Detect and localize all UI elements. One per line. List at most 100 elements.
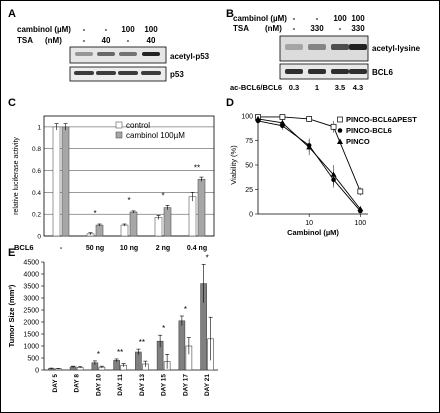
- x-tick-label: 0.4 ng: [187, 245, 207, 252]
- panel-b-ratios: 0.3 1 3.5 4.3: [289, 83, 363, 92]
- panel-a-value: -: [127, 36, 130, 45]
- panel-b-treatment-values: - -100 100- 330-330: [293, 14, 366, 33]
- bar-control: [120, 224, 129, 237]
- y-tick-label: 3500: [23, 284, 39, 291]
- panel-b-blot-label-acetyl-lysine: acetyl-lysine: [372, 44, 421, 53]
- x-tick-label: DAY 13: [139, 374, 146, 396]
- point-square: [306, 116, 313, 122]
- chart-e: 0 500 1000 1500 2000 2500 3000 3500 4000 4500 Tumo…: [7, 253, 218, 396]
- y-tick-label: 1500: [23, 332, 39, 339]
- legend-label: cambinol 100µM: [126, 131, 185, 140]
- panel-letter-d: D: [226, 97, 234, 109]
- y-axis-label: Viability (%): [229, 145, 238, 185]
- significance-marker: *: [162, 324, 165, 333]
- x-tick-label: DAY 15: [161, 374, 168, 396]
- y-tick-label: 500: [27, 356, 39, 363]
- x-tick-label: DAY 11: [117, 374, 124, 396]
- band-acetyl-lysine: [349, 44, 367, 50]
- x-tick-label: DAY 21: [204, 374, 211, 396]
- band-acetyl-p53: [75, 52, 93, 56]
- band-p53: [118, 71, 138, 75]
- y-tick-label: 25: [245, 187, 253, 194]
- panel-a-tsa-label: TSA: [17, 36, 33, 45]
- panel-a-value: 100: [144, 25, 158, 34]
- x-tick-label: DAY 5: [52, 374, 59, 393]
- panel-letter-c: C: [8, 97, 16, 109]
- panel-a-blot-label-acetyl-p53: acetyl-p53: [170, 52, 210, 61]
- x-axis-label: Cambinol (µM): [287, 228, 339, 237]
- panel-b-tsa-label: TSA: [233, 24, 249, 33]
- point-triangle: [279, 119, 286, 125]
- x-tick-label: DAY 10: [95, 374, 102, 396]
- ratio-value: 1: [315, 83, 319, 92]
- panel-a-cambinol-label: cambinol (µM): [17, 25, 71, 34]
- y-tick-label: 0.2: [32, 212, 41, 219]
- bar-control: [52, 126, 61, 237]
- band-acetyl-lysine: [308, 44, 326, 50]
- y-tick-label: 100: [241, 114, 253, 121]
- x-tick-label: DAY 8: [74, 374, 81, 393]
- panel-b-value: -: [316, 14, 319, 23]
- band-acetyl-p53: [119, 52, 137, 56]
- significance-marker: *: [206, 253, 209, 262]
- y-tick-label: 4500: [23, 260, 39, 267]
- significance-marker: *: [93, 209, 96, 218]
- x-tick-label: 100: [354, 220, 366, 227]
- point-square: [357, 188, 364, 195]
- legend-marker: [337, 128, 343, 133]
- y-tick-label: 1: [37, 124, 41, 131]
- significance-marker: *: [127, 196, 130, 205]
- legend-swatch: [115, 131, 123, 139]
- x-axis-label: BCL6: [14, 243, 34, 252]
- band-acetyl-p53: [142, 52, 160, 56]
- bar-cambinol: [61, 126, 70, 237]
- point-triangle: [255, 115, 261, 121]
- point-square: [279, 114, 286, 120]
- panel-letter-b: B: [226, 8, 234, 20]
- y-tick-label: 4000: [23, 272, 39, 279]
- panel-a-treatment-values: - - 100 100 - 40 - 40: [83, 25, 159, 45]
- panel-a-bands: [74, 52, 161, 75]
- y-tick-label: 75: [245, 138, 253, 145]
- legend-marker: [337, 116, 343, 123]
- panel-a-blot-label-p53: p53: [170, 70, 184, 79]
- panel-b-blot-label-bcl6: BCL6: [372, 68, 393, 77]
- panel-b-value: -: [339, 24, 342, 33]
- x-tick-label: 50 ng: [86, 245, 104, 252]
- x-tick-label: 10: [305, 220, 313, 227]
- ratio-value: 0.3: [289, 83, 299, 92]
- significance-marker: *: [184, 305, 187, 314]
- significance-marker: **: [117, 348, 123, 357]
- panel-a-value: 40: [147, 36, 156, 45]
- band-acetyl-lysine: [285, 44, 303, 50]
- panel-b-value: 330: [310, 24, 324, 33]
- chart-c: 0 0.2 0.4 0.6 0.8 1 relative luciferase activi…: [13, 115, 215, 252]
- bar-cambinol: [95, 224, 104, 237]
- bar-cambinol: [129, 211, 138, 237]
- bar-control: [188, 196, 197, 237]
- panel-a-value: -: [83, 36, 86, 45]
- legend-swatch: [115, 121, 123, 129]
- panel-b-value: -: [293, 24, 296, 33]
- panel-a-blot-p53: [69, 66, 167, 82]
- bar-cambinol: [197, 178, 206, 237]
- significance-marker: **: [194, 163, 200, 172]
- y-tick-label: 0.4: [32, 190, 41, 197]
- y-axis-label: relative luciferase activity: [13, 137, 20, 215]
- panel-b-ratio-label: ac-BCL6/BCL6: [230, 83, 282, 92]
- band-acetyl-p53: [97, 52, 115, 56]
- panel-a-value: 100: [121, 25, 135, 34]
- y-tick-label: 0.8: [32, 146, 41, 153]
- panel-b-value: 330: [351, 24, 365, 33]
- band-bcl6: [285, 69, 303, 74]
- legend-d: PINCO-BCL6ΔPEST PINCO-BCL6 PINCO: [337, 115, 417, 146]
- significance-marker: *: [97, 350, 100, 359]
- legend-marker: [337, 138, 343, 144]
- y-tick-label: 3000: [23, 296, 39, 303]
- panel-letter-a: A: [8, 8, 16, 20]
- panel-a-value: -: [105, 25, 108, 34]
- y-tick-label: 0.6: [32, 168, 41, 175]
- ratio-value: 4.3: [353, 83, 363, 92]
- panel-a-tsa-unit: (nM): [45, 36, 62, 45]
